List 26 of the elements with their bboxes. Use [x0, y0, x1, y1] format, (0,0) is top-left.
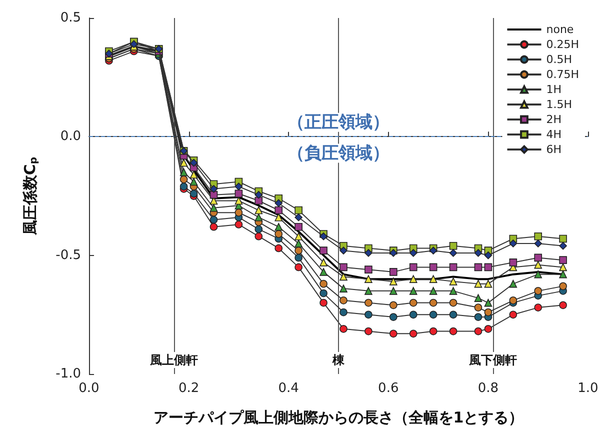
y-tick-label: 0.0: [60, 129, 81, 144]
legend-label: 6H: [546, 143, 562, 156]
ref-line-label: 風下側軒: [468, 353, 518, 367]
annotation: （正圧領域）: [288, 112, 390, 132]
legend-label: none: [546, 23, 574, 36]
x-tick-label: 1.0: [578, 381, 598, 396]
legend-label: 2H: [546, 113, 562, 126]
legend-label: 1H: [546, 83, 562, 96]
y-axis-title: 風圧係数Cp: [21, 156, 40, 236]
legend-label: 1.5H: [546, 98, 572, 111]
ref-line-label: 棟: [332, 353, 346, 367]
y-tick-label: -0.5: [56, 248, 81, 263]
x-tick-label: 0.2: [178, 381, 200, 396]
legend-label: 0.75H: [546, 68, 579, 81]
legend-label: 0.5H: [546, 53, 572, 66]
legend-label: 4H: [546, 128, 562, 141]
ref-line-label: 風上側軒: [148, 353, 198, 367]
x-tick-label: 0.0: [78, 381, 100, 396]
x-tick-label: 0.6: [378, 381, 399, 396]
legend-label: 0.25H: [546, 38, 579, 51]
x-tick-label: 0.8: [478, 381, 499, 396]
x-tick-label: 0.4: [278, 381, 299, 396]
y-tick-label: -1.0: [56, 366, 81, 382]
y-tick-label: 0.5: [60, 10, 81, 26]
x-axis-title: アーチパイプ風上側地際からの長さ（全幅を1とする）: [153, 408, 524, 426]
annotation: （負圧領域）: [288, 143, 390, 164]
